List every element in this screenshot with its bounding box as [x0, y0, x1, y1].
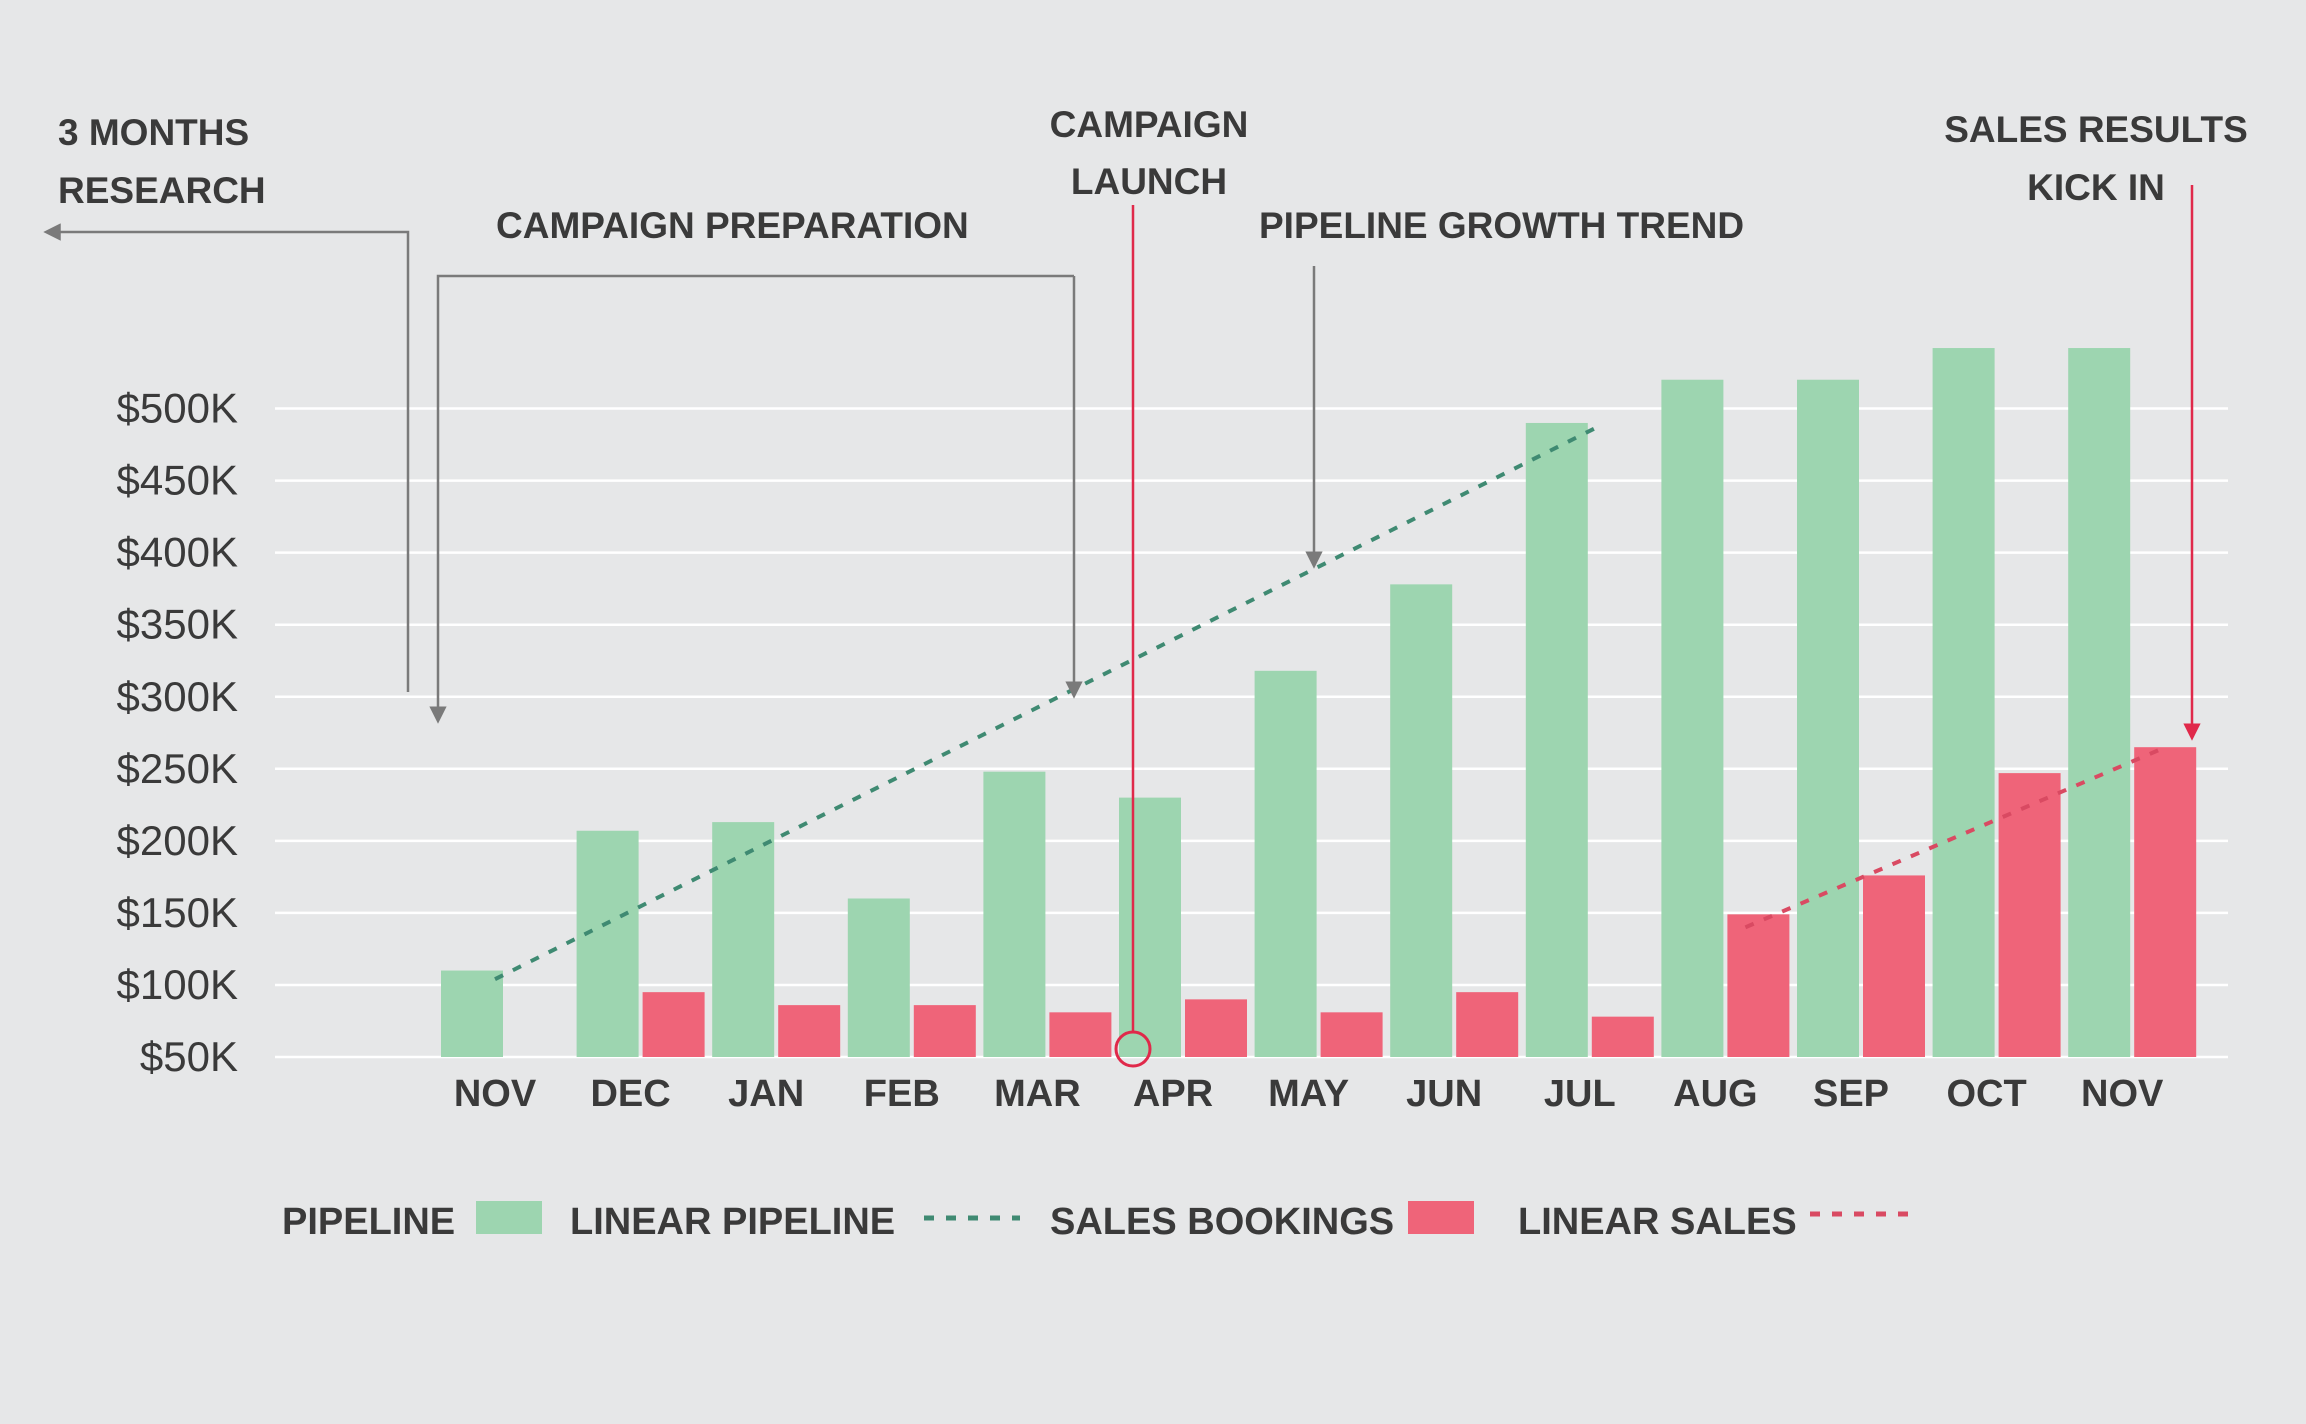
x-tick-label: MAY — [1268, 1073, 1349, 1115]
launch-marker-circle — [1114, 1030, 1152, 1068]
bar-sales — [1049, 1012, 1112, 1057]
bar-pipeline — [1525, 422, 1588, 1058]
x-axis-ticks: NOV DEC JAN FEB MAR APR MAY JUN JUL AUG SEP OCT NOV — [454, 1073, 2164, 1115]
y-tick-label: $200K — [117, 817, 238, 864]
y-tick-label: $50K — [140, 1033, 238, 1080]
x-tick-label: FEB — [864, 1073, 940, 1115]
annotation-preparation: CAMPAIGN PREPARATION — [429, 205, 1083, 724]
x-tick-label: AUG — [1673, 1073, 1757, 1115]
bar-pipeline — [847, 898, 910, 1057]
y-tick-label: $150K — [117, 889, 238, 936]
y-tick-label: $450K — [117, 457, 238, 504]
y-axis-ticks: $50K $100K $150K $200K $250K $300K $350K $400K $… — [117, 385, 238, 1080]
annotation-results-line2: KICK IN — [2027, 167, 2165, 208]
annotation-research: 3 MONTHS RESEARCH — [43, 112, 410, 692]
bar-sales — [913, 1005, 976, 1057]
annotation-results-line1: SALES RESULTS — [1944, 109, 2248, 150]
bar-sales — [1591, 1016, 1654, 1057]
trend-line-linear-pipeline — [494, 424, 1601, 981]
legend: PIPELINE LINEAR PIPELINE SALES BOOKINGS … — [282, 1201, 1912, 1243]
legend-sales-swatch — [1408, 1201, 1474, 1234]
y-tick-label: $250K — [117, 745, 238, 792]
annotation-preparation-label: CAMPAIGN PREPARATION — [496, 205, 969, 246]
annotation-launch: CAMPAIGN LAUNCH — [1050, 104, 1249, 1068]
preparation-bracket-arrow-left — [429, 274, 1074, 724]
legend-sales-label: SALES BOOKINGS — [1050, 1201, 1394, 1243]
annotation-launch-line1: CAMPAIGN — [1050, 104, 1249, 145]
annotation-growth: PIPELINE GROWTH TREND — [1259, 205, 1744, 569]
trend-lines — [494, 424, 2163, 981]
bar-sales — [1998, 773, 2061, 1057]
bar-pipeline — [1932, 348, 1995, 1057]
x-tick-label: JUN — [1406, 1073, 1482, 1115]
bars — [441, 348, 2197, 1058]
bar-pipeline — [1119, 797, 1181, 1057]
x-tick-label: SEP — [1813, 1073, 1889, 1115]
bar-sales — [1185, 999, 1247, 1057]
bar-pipeline — [1390, 584, 1453, 1057]
annotation-launch-line2: LAUNCH — [1071, 161, 1227, 202]
bar-sales — [1456, 992, 1519, 1057]
legend-pipeline-swatch — [476, 1201, 542, 1234]
x-tick-label: JAN — [728, 1073, 804, 1115]
bar-pipeline — [1661, 379, 1724, 1058]
bar-pipeline — [441, 970, 503, 1057]
trend-line-linear-sales — [1744, 746, 2163, 930]
x-tick-label: JUL — [1544, 1073, 1616, 1115]
x-tick-label: OCT — [1946, 1073, 2026, 1115]
y-tick-label: $300K — [117, 673, 238, 720]
bar-pipeline — [983, 771, 1046, 1057]
annotation-research-line2: RESEARCH — [58, 170, 266, 211]
legend-linear-pipeline-label: LINEAR PIPELINE — [570, 1201, 895, 1243]
legend-pipeline-label: PIPELINE — [282, 1201, 455, 1243]
bar-sales — [1320, 1012, 1383, 1057]
x-tick-label: DEC — [590, 1073, 670, 1115]
bar-pipeline — [576, 830, 639, 1057]
bar-sales — [1727, 914, 1790, 1057]
y-tick-label: $350K — [117, 601, 238, 648]
bar-sales — [1863, 875, 1925, 1057]
bar-pipeline — [2068, 348, 2131, 1057]
bar-pipeline — [1797, 379, 1859, 1058]
bar-sales — [642, 992, 705, 1057]
legend-linear-sales-label: LINEAR SALES — [1518, 1201, 1797, 1243]
x-tick-label: NOV — [454, 1073, 537, 1115]
y-tick-label: $100K — [117, 961, 238, 1008]
bar-sales — [778, 1005, 841, 1057]
bar-pipeline — [1254, 670, 1317, 1057]
research-arrow — [43, 223, 410, 692]
y-tick-label: $500K — [117, 385, 238, 432]
annotation-growth-label: PIPELINE GROWTH TREND — [1259, 205, 1744, 246]
bar-pipeline — [712, 822, 775, 1057]
annotation-results: SALES RESULTS KICK IN — [1944, 109, 2248, 741]
x-tick-label: NOV — [2081, 1073, 2164, 1115]
y-tick-label: $400K — [117, 529, 238, 576]
x-tick-label: APR — [1133, 1073, 1213, 1115]
bar-sales — [2134, 747, 2197, 1057]
x-tick-label: MAR — [994, 1073, 1081, 1115]
annotation-research-line1: 3 MONTHS — [58, 112, 249, 153]
